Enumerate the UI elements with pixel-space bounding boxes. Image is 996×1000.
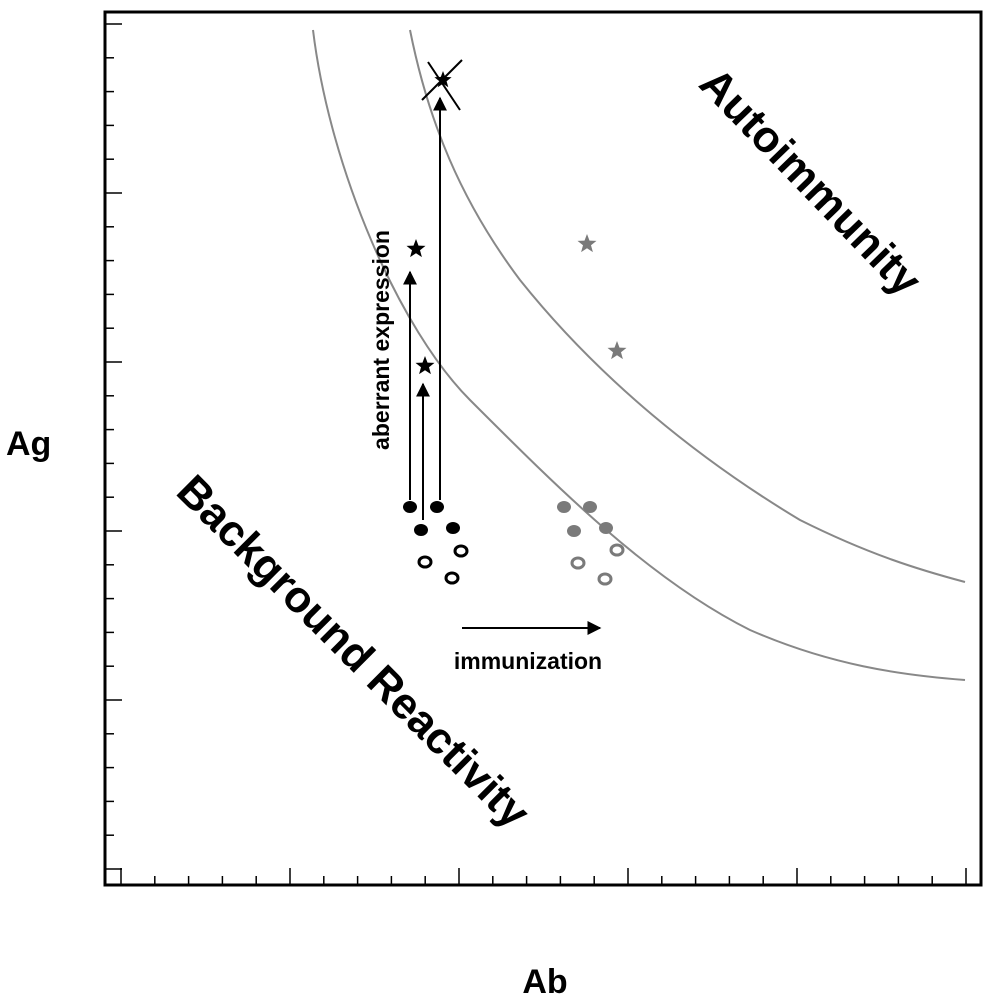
immunization-label: immunization <box>454 648 602 674</box>
baseline-cluster <box>403 501 469 585</box>
lower-threshold-curve <box>312 29 966 681</box>
star-marker <box>607 341 627 360</box>
axis-ticks <box>105 23 967 885</box>
filled-circle-marker <box>430 501 444 513</box>
aberrant-expression-label: aberrant expression <box>368 230 394 450</box>
x-axis-title: Ab <box>522 963 567 1000</box>
star-marker <box>415 356 435 375</box>
filled-circle-marker <box>567 525 581 537</box>
filled-circle-marker <box>414 524 428 536</box>
open-circle-marker <box>453 544 469 558</box>
y-axis-title: Ag <box>6 425 51 463</box>
immunized-cluster <box>557 501 625 586</box>
filled-circle-marker <box>583 501 597 513</box>
open-circle-marker <box>597 572 613 586</box>
star-marker <box>577 234 597 253</box>
filled-circle-marker <box>557 501 571 513</box>
filled-circle-marker <box>403 501 417 513</box>
open-circle-marker <box>570 556 586 570</box>
autoimmunity-region-label: Autoimmunity <box>690 59 931 306</box>
plot-frame <box>103 10 983 887</box>
filled-circle-marker <box>446 522 460 534</box>
open-circle-marker <box>444 571 460 585</box>
star-marker <box>406 239 426 258</box>
upper-threshold-curve <box>409 29 966 583</box>
filled-circle-marker <box>599 522 613 534</box>
open-circle-marker <box>417 555 433 569</box>
cross-star-marker <box>421 59 463 111</box>
open-circle-marker <box>609 543 625 557</box>
